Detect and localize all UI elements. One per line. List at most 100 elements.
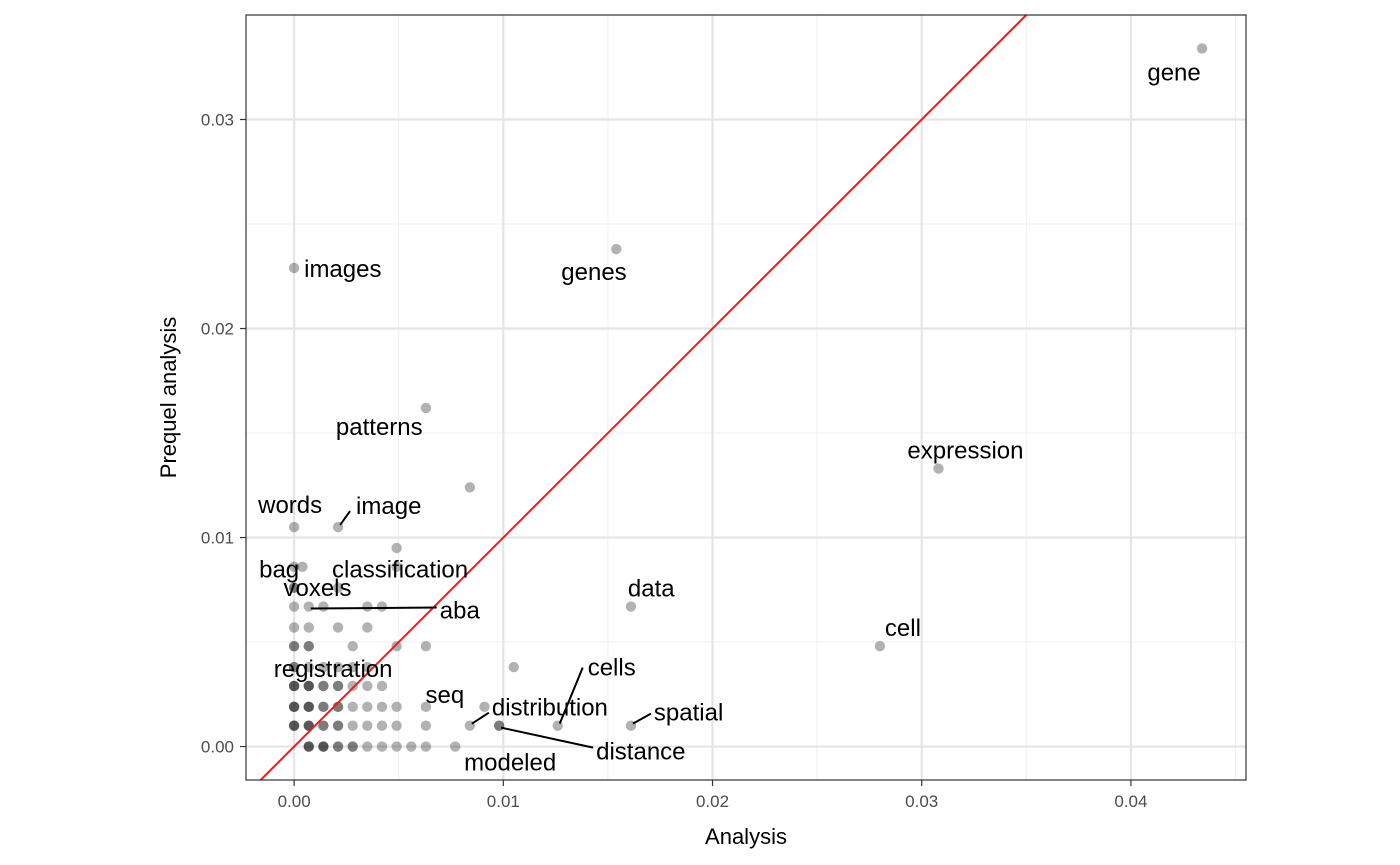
point-label-image: image (356, 493, 421, 520)
data-point (508, 661, 519, 673)
data-point (332, 661, 344, 673)
data-point (318, 701, 329, 713)
data-point (288, 641, 300, 652)
data-point (347, 720, 358, 731)
data-point (318, 741, 329, 752)
data-point (391, 741, 402, 752)
plot-panel-background (246, 15, 1246, 780)
data-point-patterns (420, 402, 432, 414)
data-point (288, 601, 300, 612)
data-point-expression (933, 463, 944, 474)
data-point-genes (611, 243, 622, 255)
data-point (332, 720, 344, 731)
data-point (288, 582, 300, 593)
point-label-voxels: voxels (283, 575, 351, 602)
data-point (303, 661, 314, 673)
point-label-images: images (304, 256, 381, 283)
data-point (288, 680, 300, 692)
data-point (391, 701, 402, 713)
data-point (332, 741, 344, 752)
data-point (288, 701, 300, 713)
data-point (391, 561, 402, 573)
data-point (362, 701, 373, 713)
point-label-words: words (257, 492, 322, 519)
data-point (303, 741, 314, 752)
plot-panel-border (245, 14, 1247, 781)
data-point (288, 622, 300, 633)
leader-line-distance (500, 726, 594, 749)
data-point (464, 482, 476, 493)
point-label-classification: classification (332, 557, 468, 584)
data-point (288, 720, 300, 731)
data-point (347, 701, 358, 713)
data-point (288, 701, 300, 713)
x-tick-label: 0.00 (278, 792, 311, 811)
y-axis-ticks: 0.00 0.01 0.02 0.03 (201, 111, 246, 757)
data-point (347, 641, 358, 652)
point-label-modeled: modeled (464, 750, 556, 777)
data-point-voxels (297, 561, 308, 573)
data-point (318, 701, 329, 713)
data-point (288, 661, 300, 673)
data-point (362, 601, 373, 612)
point-label-distance: distance (596, 739, 685, 766)
leader-line-aba (310, 606, 437, 610)
point-label-cell: cell (885, 615, 921, 642)
y-tick-label: 0.00 (201, 738, 234, 757)
label-leader-lines (310, 510, 652, 749)
point-label-patterns: patterns (336, 414, 423, 441)
point-label-data: data (628, 576, 675, 603)
data-point-registration (303, 641, 314, 652)
point-label-registration: registration (274, 656, 393, 683)
data-point (318, 680, 329, 692)
data-point-cell (874, 641, 886, 652)
data-point-gene (1196, 43, 1208, 54)
data-point (318, 720, 329, 731)
data-point (288, 720, 300, 731)
data-point (288, 701, 300, 713)
data-point (362, 622, 373, 633)
data-point-classification (332, 582, 344, 593)
data-point-data (625, 601, 637, 612)
point-labels: gene images genes patterns expression words im… (257, 59, 1201, 776)
reference-line-y-equals-x (259, 14, 1028, 781)
data-point (303, 741, 314, 752)
point-label-cells: cells (588, 655, 636, 682)
data-point (288, 680, 300, 692)
x-tick-label: 0.04 (1114, 792, 1147, 811)
data-point (318, 601, 329, 612)
data-point-aba (303, 601, 314, 612)
data-point (332, 741, 344, 752)
data-point (420, 701, 432, 713)
data-point-words (288, 521, 300, 533)
data-point (420, 720, 432, 731)
x-axis-ticks: 0.00 0.01 0.02 0.03 0.04 (278, 780, 1147, 811)
data-point-modeled (493, 720, 505, 731)
data-point (303, 701, 314, 713)
data-point (362, 720, 373, 731)
data-point (376, 601, 388, 612)
data-point (303, 622, 314, 633)
data-point (347, 680, 358, 692)
data-point (303, 701, 314, 713)
data-point (391, 720, 402, 731)
data-point (332, 720, 344, 731)
y-tick-label: 0.02 (201, 320, 234, 339)
data-point (288, 561, 300, 573)
point-label-genes: genes (561, 259, 626, 286)
major-gridlines (246, 15, 1246, 780)
data-point (288, 720, 300, 731)
data-point (288, 641, 300, 652)
data-point (362, 680, 373, 692)
x-tick-label: 0.02 (696, 792, 729, 811)
data-point (450, 741, 461, 752)
data-point (347, 661, 358, 673)
data-point (318, 720, 329, 731)
point-label-distribution: distribution (492, 695, 608, 722)
data-point (318, 680, 329, 692)
data-point-seq (479, 701, 490, 713)
data-point (303, 701, 314, 713)
data-point (288, 661, 300, 673)
data-point (376, 701, 388, 713)
